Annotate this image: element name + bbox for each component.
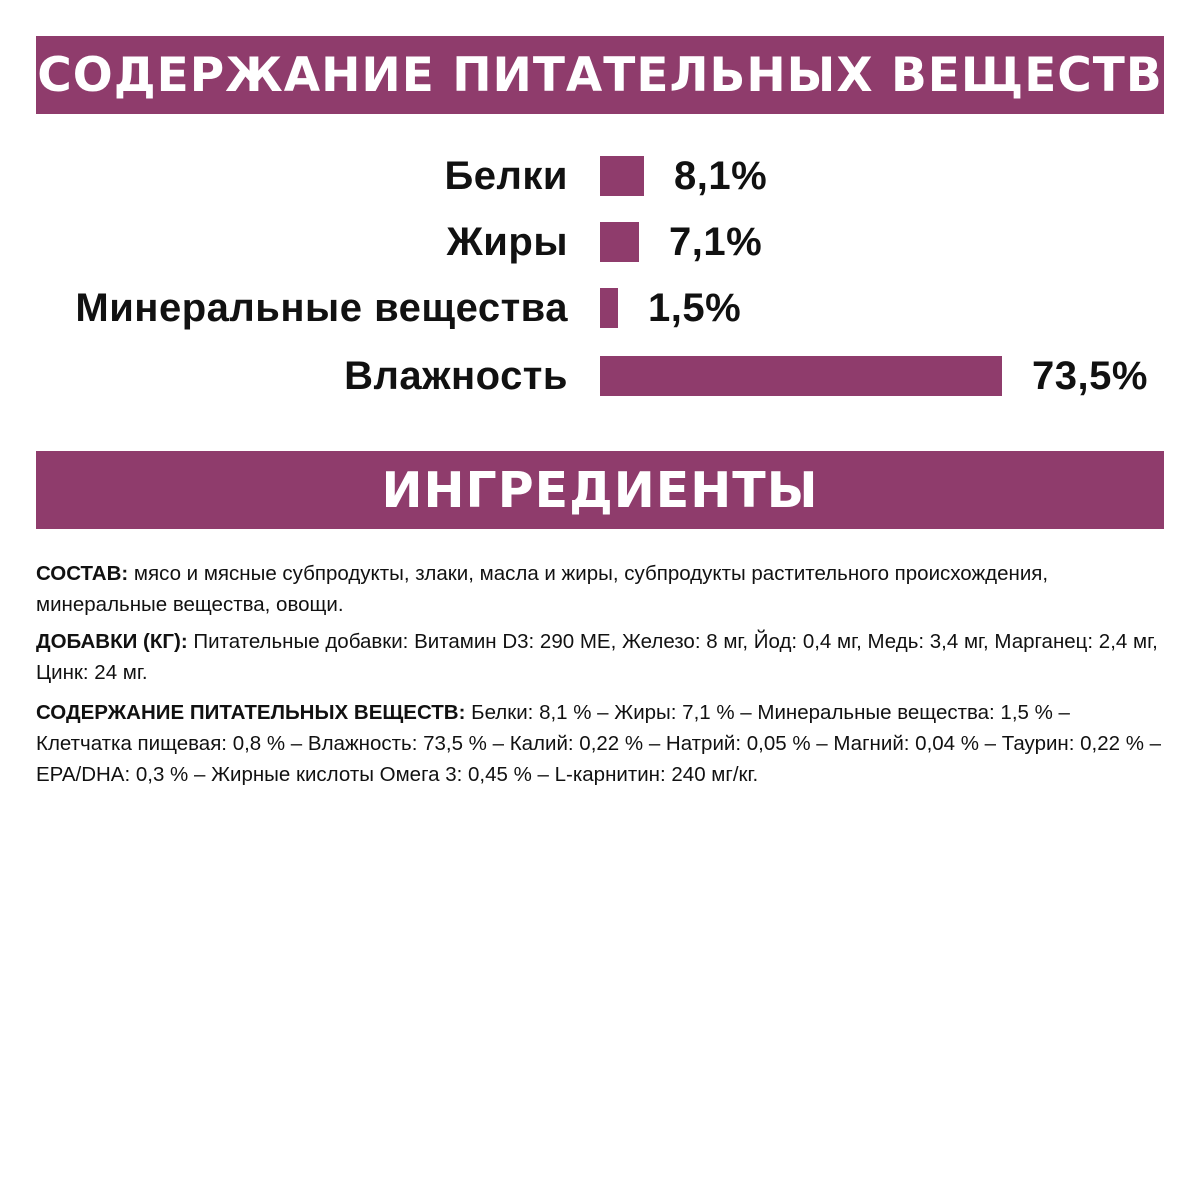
bar-row: Белки 8,1% (0, 146, 1200, 206)
bar-value-label: 8,1% (674, 154, 768, 198)
nutrient-content-text: Белки: 8,1 % – Жиры: 7,1 % – Минеральные… (36, 701, 1162, 786)
bar-value-label: 1,5% (648, 286, 742, 330)
bar-category-label: Минеральные вещества (75, 286, 568, 330)
bar-value-label: 7,1% (669, 220, 763, 264)
bar-category-label: Белки (444, 154, 568, 198)
bar-category-label: Жиры (446, 220, 568, 264)
composition-paragraph: СОСТАВ: мясо и мясные субпродукты, злаки… (36, 558, 1166, 620)
nutrient-content-paragraph: СОДЕРЖАНИЕ ПИТАТЕЛЬНЫХ ВЕЩЕСТВ: Белки: 8… (36, 697, 1166, 790)
bar (600, 288, 618, 328)
bar-row: Минеральные вещества 1,5% (0, 278, 1200, 338)
bar-row: Влажность 73,5% (0, 346, 1200, 406)
bar-row: Жиры 7,1% (0, 212, 1200, 272)
additives-text: Питательные добавки: Витамин D3: 290 МЕ,… (36, 630, 1158, 684)
bar (600, 222, 639, 262)
additives-paragraph: ДОБАВКИ (КГ): Питательные добавки: Витам… (36, 626, 1166, 688)
bar-category-label: Влажность (344, 354, 568, 398)
bar (600, 156, 644, 196)
ingredients-banner: ИНГРЕДИЕНТЫ (36, 451, 1164, 529)
additives-label: ДОБАВКИ (КГ): (36, 630, 188, 653)
nutrients-banner: СОДЕРЖАНИЕ ПИТАТЕЛЬНЫХ ВЕЩЕСТВ (36, 36, 1164, 114)
nutrient-content-label: СОДЕРЖАНИЕ ПИТАТЕЛЬНЫХ ВЕЩЕСТВ: (36, 701, 466, 724)
composition-text: мясо и мясные субпродукты, злаки, масла … (36, 562, 1049, 616)
composition-label: СОСТАВ: (36, 562, 129, 585)
nutrients-banner-title: СОДЕРЖАНИЕ ПИТАТЕЛЬНЫХ ВЕЩЕСТВ (37, 47, 1163, 103)
bar (600, 356, 1002, 396)
ingredients-banner-title: ИНГРЕДИЕНТЫ (381, 461, 819, 519)
bar-value-label: 73,5% (1032, 354, 1148, 398)
